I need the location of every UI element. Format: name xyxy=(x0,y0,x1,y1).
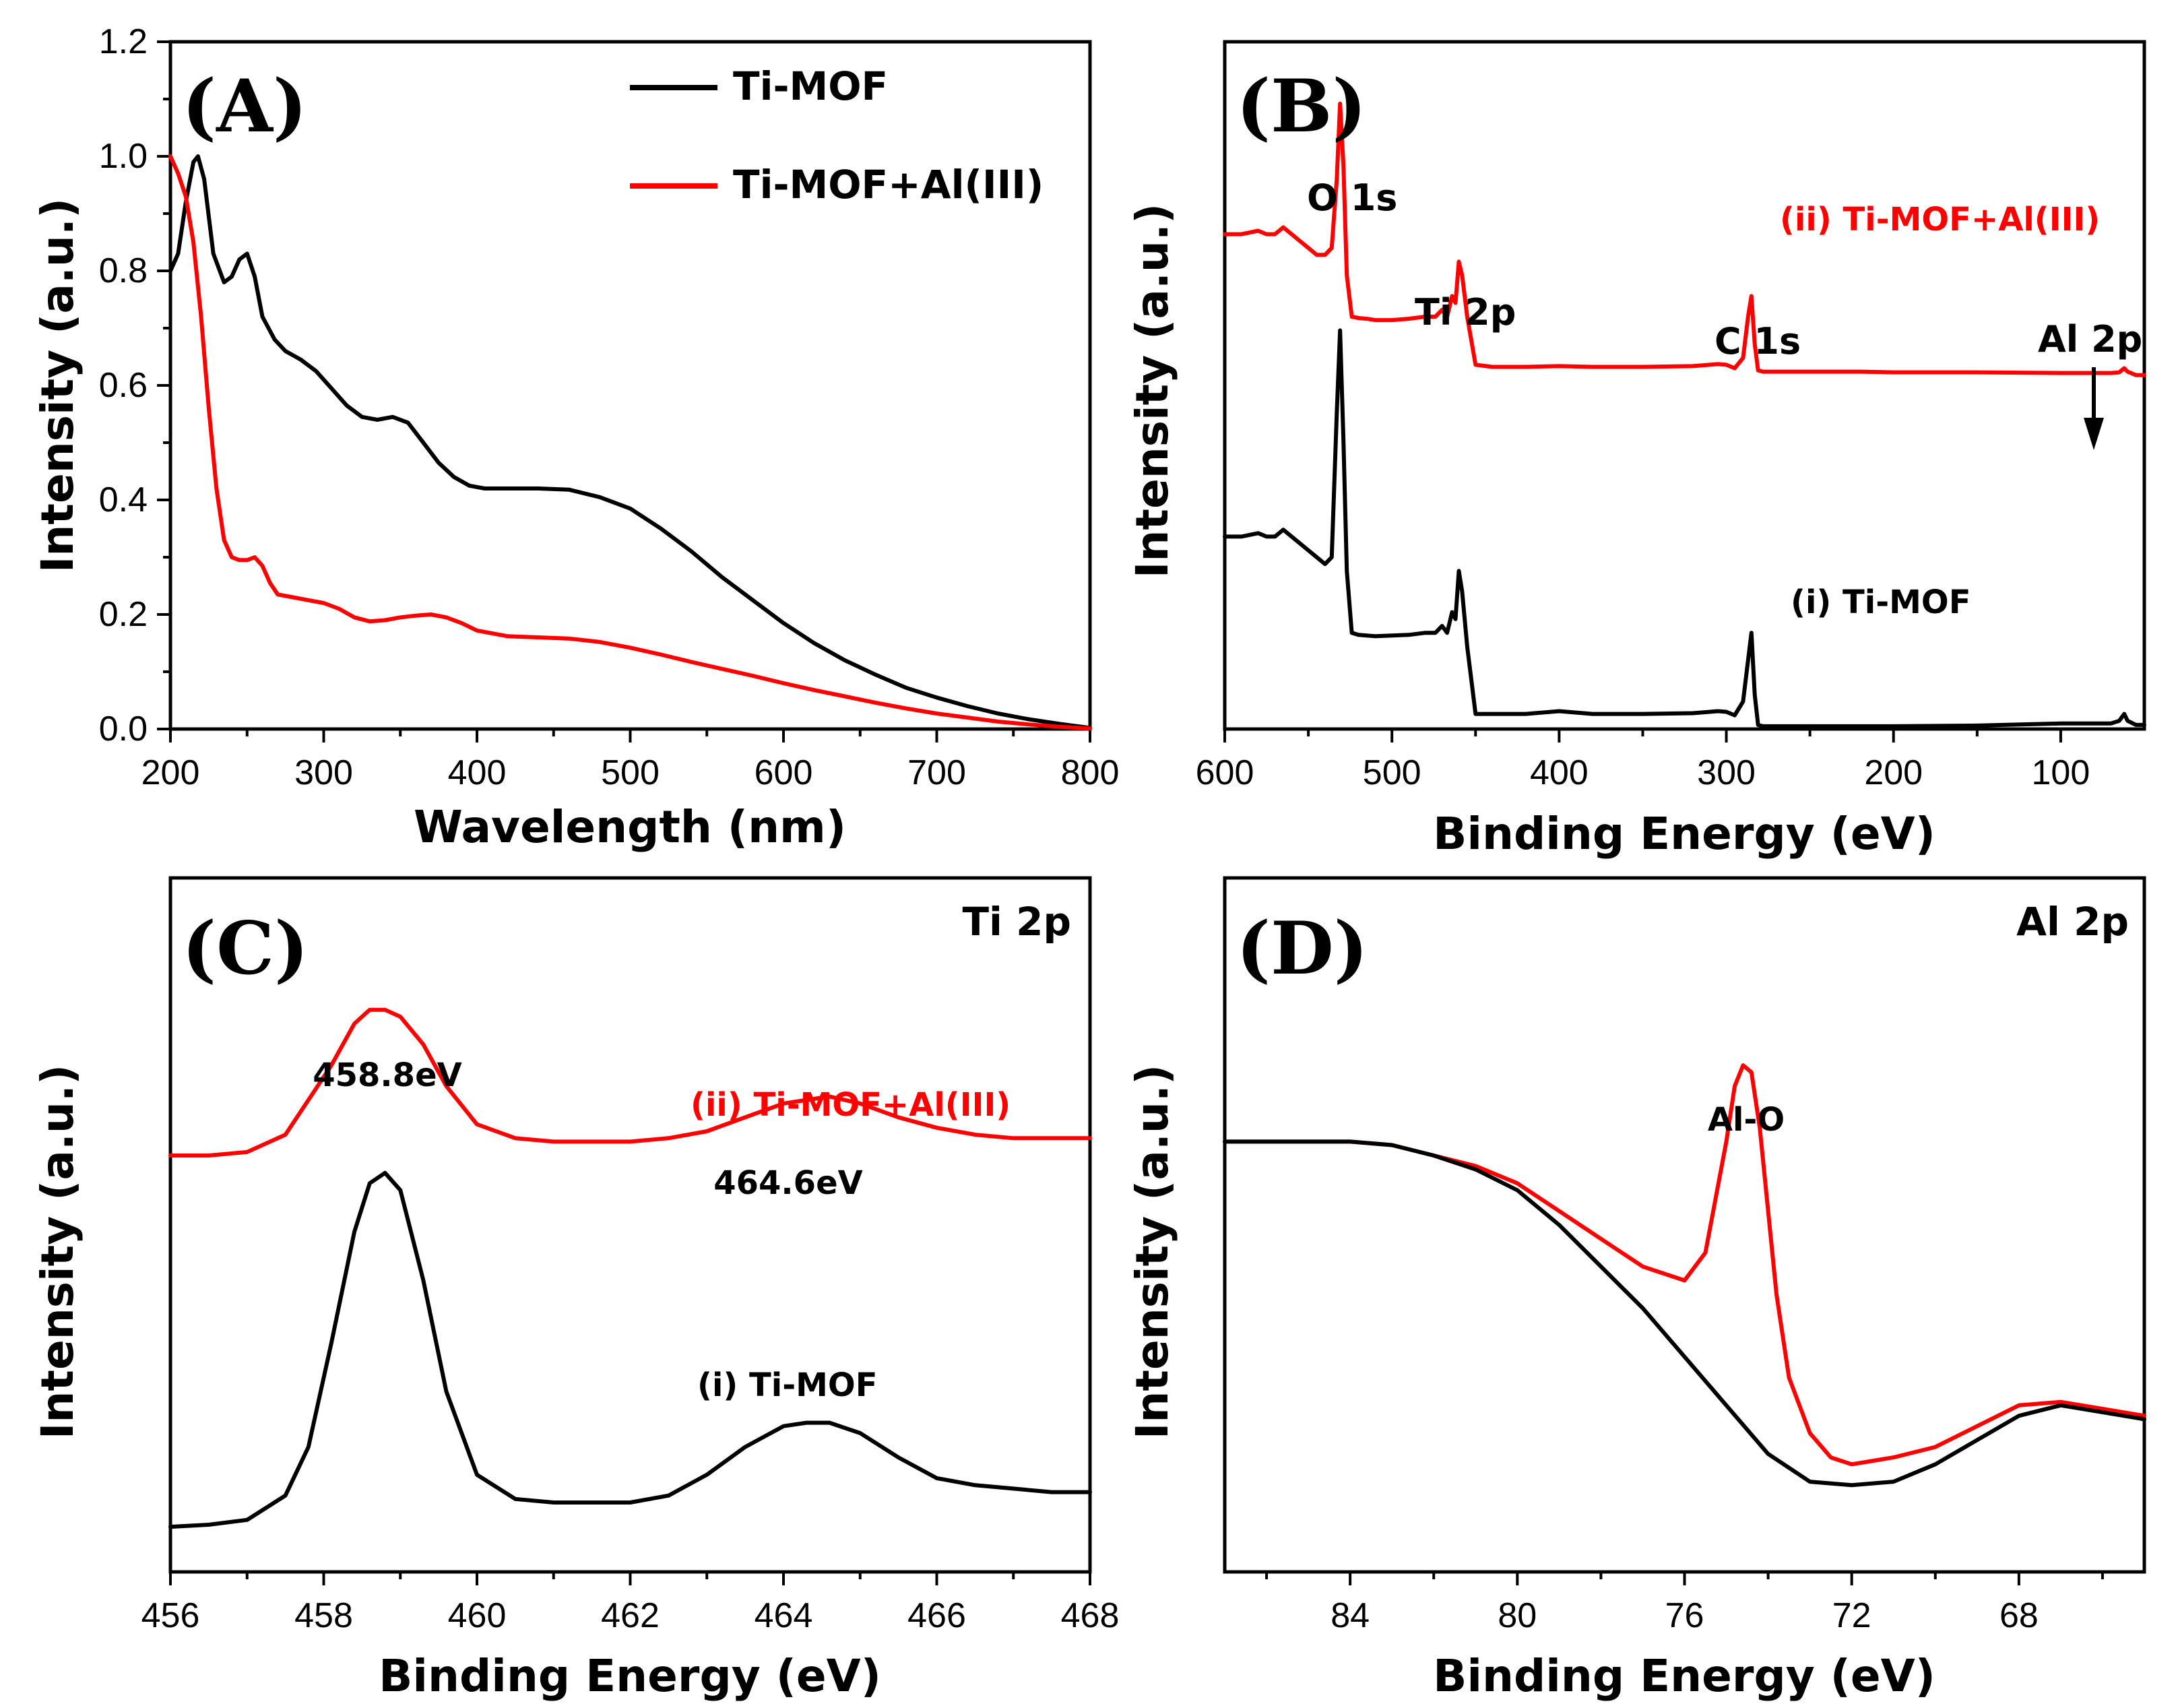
panela-xtick-label: 200 xyxy=(141,753,200,792)
panelb-xtick-label: 300 xyxy=(1697,753,1756,792)
paneld-series-ti-mof-al xyxy=(1223,1063,2146,1467)
panelc-xtick-label: 466 xyxy=(907,1596,966,1635)
panel-c: 456 458 460 462 464 466 468 (C) Ti 2p 458.8eV … xyxy=(32,876,1120,1702)
panel-d-ylabel: Intensity (a.u.) xyxy=(1126,1065,1178,1439)
annotation-peak-458: 458.8eV xyxy=(313,1056,462,1094)
annotation-al-o: Al-O xyxy=(1708,1101,1785,1139)
paneld-xtick-label: 84 xyxy=(1331,1596,1370,1635)
panelc-series-ti-mof-al xyxy=(168,1007,1092,1158)
panel-d-series xyxy=(1223,1063,2146,1488)
panela-xtick-label: 600 xyxy=(755,753,813,792)
paneld-xtick-label: 68 xyxy=(1999,1596,2039,1635)
legend-label-ti-mof: Ti-MOF xyxy=(733,63,888,109)
panel-a-ticks: 200 300 400 500 600 700 800 0.0 0.2 0.4 0.6 0.8 1.0 1… xyxy=(99,22,1120,792)
series-label-b-i: (i) Ti-MOF xyxy=(1791,583,1971,621)
panelc-xtick-label: 468 xyxy=(1061,1596,1120,1635)
annotation-c1s: C 1s xyxy=(1715,320,1801,362)
annotation-peak-464: 464.6eV xyxy=(713,1164,863,1202)
panel-c-series xyxy=(168,1007,1092,1529)
panel-d-xlabel: Binding Energy (eV) xyxy=(1433,1650,1935,1702)
panel-c-xlabel: Binding Energy (eV) xyxy=(379,1650,881,1702)
panel-d-title: Al 2p xyxy=(2016,899,2129,945)
panel-c-title: Ti 2p xyxy=(962,899,1071,945)
panela-xtick-label: 400 xyxy=(448,753,507,792)
panel-b-ticks: 600 500 400 300 200 100 xyxy=(1196,729,2090,792)
panela-series-ti-mof xyxy=(168,154,1092,730)
paneld-xtick-label: 72 xyxy=(1832,1596,1871,1635)
panela-ytick-label: 0.4 xyxy=(99,480,148,519)
series-label-c-i: (i) Ti-MOF xyxy=(697,1366,878,1404)
panelc-series-ti-mof xyxy=(168,1170,1092,1529)
panela-xtick-label: 500 xyxy=(601,753,660,792)
panela-xtick-label: 300 xyxy=(294,753,353,792)
annotation-ti2p: Ti 2p xyxy=(1415,291,1516,334)
panelb-series-ti-mof xyxy=(1223,328,2146,728)
panel-c-letter: (C) xyxy=(182,906,309,991)
panela-ytick-label: 1.0 xyxy=(99,137,148,176)
panela-ytick-label: 0.2 xyxy=(99,595,148,634)
legend-label-ti-mof-al: Ti-MOF+Al(III) xyxy=(733,162,1044,208)
paneld-series-ti-mof xyxy=(1223,1139,2146,1488)
panelb-xtick-label: 200 xyxy=(1864,753,1923,792)
panel-d-ticks: 84 80 76 72 68 xyxy=(1265,1572,2104,1635)
panel-a-letter: (A) xyxy=(182,64,307,149)
panel-a-frame xyxy=(168,40,1092,731)
panelb-xtick-label: 500 xyxy=(1363,753,1421,792)
panel-a-ylabel: Intensity (a.u.) xyxy=(32,198,84,573)
paneld-xtick-label: 80 xyxy=(1498,1596,1537,1635)
panel-b-ylabel: Intensity (a.u.) xyxy=(1126,203,1178,578)
panelc-xtick-label: 456 xyxy=(141,1596,200,1635)
panel-a: 200 300 400 500 600 700 800 0.0 0.2 0.4 0.6 0.8 1.0 1… xyxy=(32,22,1119,853)
panela-xtick-label: 700 xyxy=(907,753,966,792)
arrow-al2p-icon xyxy=(2084,418,2104,450)
panel-d-letter: (D) xyxy=(1236,906,1368,991)
series-label-c-ii: (ii) Ti-MOF+Al(III) xyxy=(691,1086,1011,1124)
panel-c-ticks: 456 458 460 462 464 466 468 xyxy=(141,1572,1120,1635)
panelb-xtick-label: 400 xyxy=(1530,753,1589,792)
panel-b-xlabel: Binding Energy (eV) xyxy=(1433,808,1935,860)
panelc-xtick-label: 462 xyxy=(601,1596,660,1635)
panel-a-xlabel: Wavelength (nm) xyxy=(414,801,846,853)
panela-ytick-label: 0.0 xyxy=(99,709,148,749)
panelc-xtick-label: 464 xyxy=(755,1596,813,1635)
panela-ytick-label: 0.6 xyxy=(99,366,148,405)
panelb-xtick-label: 600 xyxy=(1196,753,1254,792)
panelb-xtick-label: 100 xyxy=(2032,753,2090,792)
panela-ytick-label: 1.2 xyxy=(99,22,148,61)
panelb-series-ti-mof-al xyxy=(1223,101,2146,377)
annotation-o1s: O 1s xyxy=(1307,177,1397,219)
panela-ytick-label: 0.8 xyxy=(99,251,148,290)
panel-b-series xyxy=(1223,101,2146,728)
panel-a-series xyxy=(168,154,1092,731)
paneld-xtick-label: 76 xyxy=(1665,1596,1704,1635)
panel-d: 84 80 76 72 68 (D) Al 2p Al-O Intensity (a.u… xyxy=(1126,876,2146,1702)
panelc-xtick-label: 460 xyxy=(448,1596,507,1635)
panel-b-frame xyxy=(1223,40,2146,731)
annotation-al2p: Al 2p xyxy=(2038,318,2142,360)
panel-b: 600 500 400 300 200 100 (B) O 1s Ti 2p C 1s A… xyxy=(1126,40,2146,860)
panelc-xtick-label: 458 xyxy=(294,1596,353,1635)
panela-series-ti-mof-al xyxy=(168,154,1092,731)
panela-xtick-label: 800 xyxy=(1061,753,1120,792)
panel-c-ylabel: Intensity (a.u.) xyxy=(32,1065,84,1439)
series-label-b-ii: (ii) Ti-MOF+Al(III) xyxy=(1780,201,2100,239)
panel-b-letter: (B) xyxy=(1236,64,1366,149)
